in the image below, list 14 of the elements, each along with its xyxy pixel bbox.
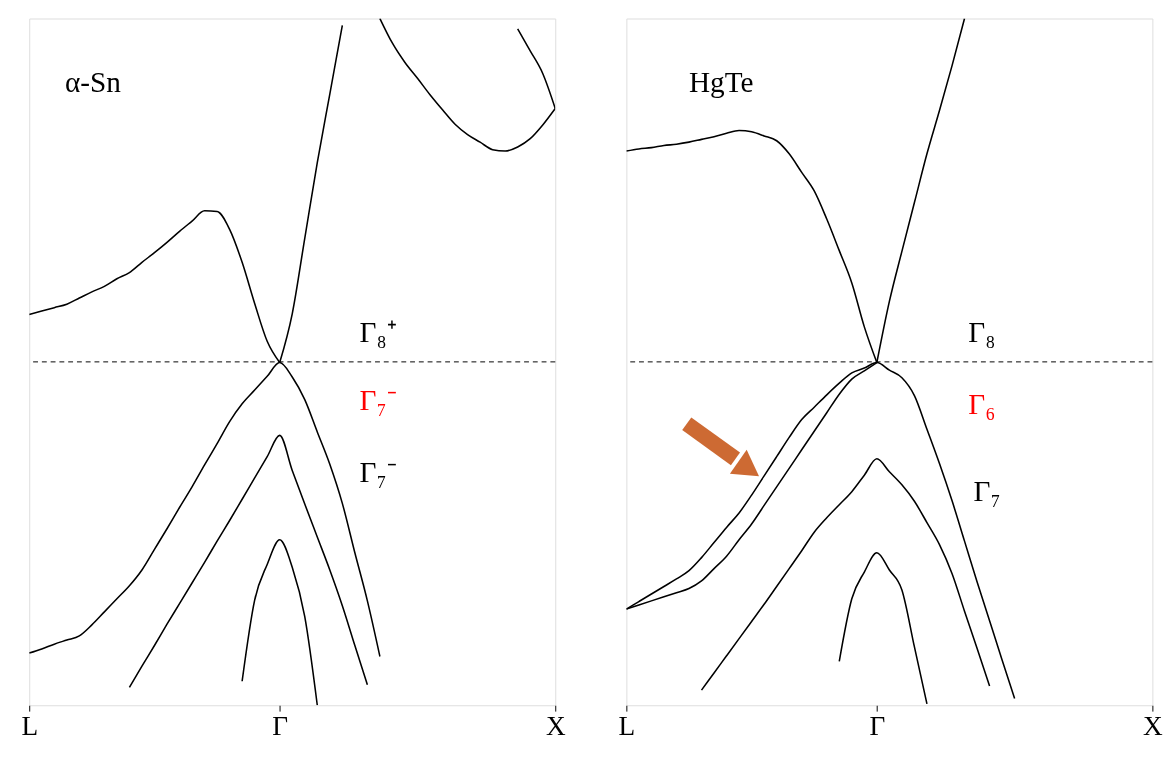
annotation: Γ₇ bbox=[973, 475, 1001, 508]
x-tick-label: Γ bbox=[272, 710, 289, 741]
annotation: Γ₇⁻ bbox=[359, 455, 397, 488]
x-tick-label: L bbox=[21, 710, 39, 741]
annotation: α-Sn bbox=[64, 65, 122, 98]
annotation: Γ₇⁻ bbox=[359, 383, 397, 416]
annotation: Γ₈⁺ bbox=[359, 316, 397, 349]
annotation: HgTe bbox=[688, 65, 754, 98]
x-tick-label: Γ bbox=[869, 710, 886, 741]
annotation: Γ₆ bbox=[968, 387, 996, 420]
annotation: Γ₈ bbox=[968, 316, 996, 349]
x-tick-label: X bbox=[545, 710, 566, 741]
x-tick-label: X bbox=[1143, 710, 1164, 741]
x-tick-label: L bbox=[618, 710, 636, 741]
